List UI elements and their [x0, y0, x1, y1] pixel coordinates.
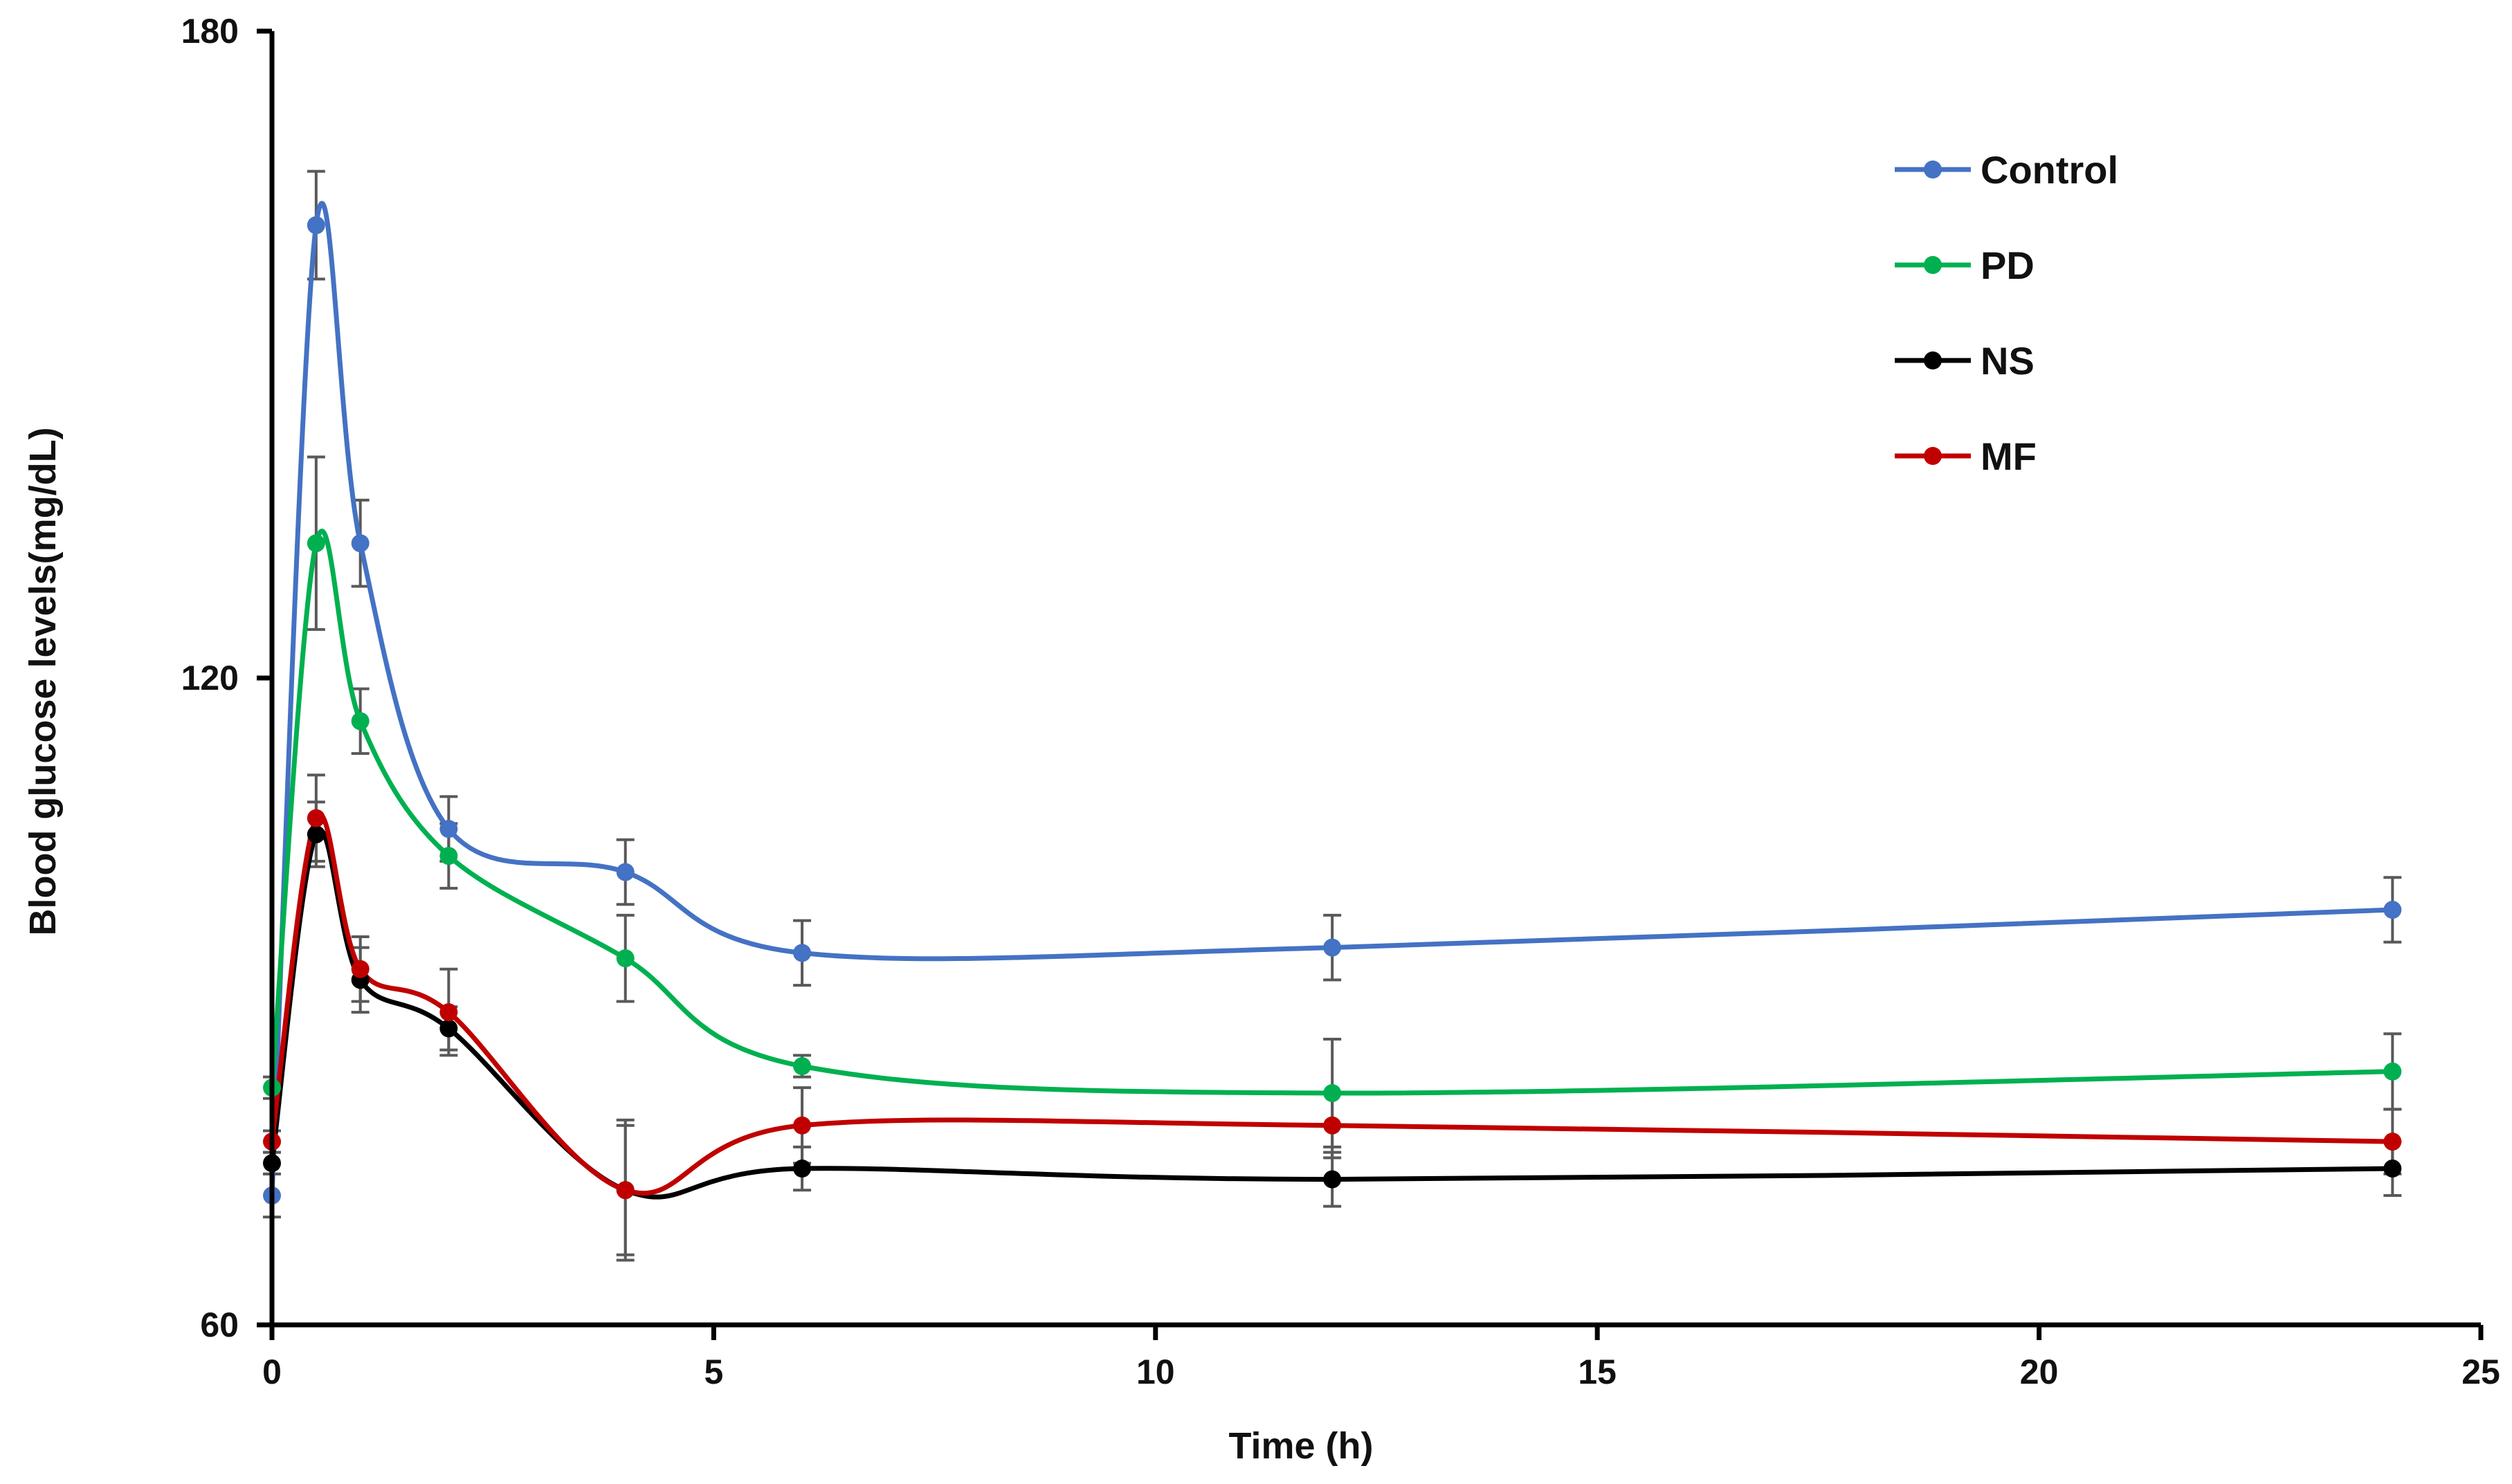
data-point-ns: [439, 1019, 458, 1038]
data-point-mf: [439, 1003, 458, 1022]
legend: Control PD NS MF: [1895, 148, 2118, 478]
series-line-mf: [269, 812, 2395, 1196]
legend-item-mf: MF: [1895, 434, 2037, 478]
data-point-mf: [307, 809, 325, 827]
legend-label: NS: [1981, 339, 2035, 383]
data-point-control: [1323, 938, 1342, 957]
data-point-mf: [616, 1181, 635, 1200]
series-line-control: [269, 201, 2395, 1198]
y-ticks: 60 120 180: [181, 12, 272, 1344]
data-point-ns: [793, 1160, 812, 1178]
x-ticks: 0 5 10 15 20 25: [262, 1325, 2500, 1391]
series-line-ns: [269, 827, 2395, 1200]
legend-swatch-marker: [1924, 256, 1942, 274]
y-tick-label: 120: [181, 659, 239, 697]
series-line-pd: [269, 529, 2395, 1096]
data-point-pd: [307, 534, 325, 553]
legend-item-ns: NS: [1895, 339, 2035, 383]
y-tick-label: 60: [200, 1306, 239, 1344]
y-axis-title: Blood glucose levels(mg/dL): [22, 427, 64, 935]
y-tick-label: 180: [181, 12, 239, 51]
data-point-pd: [793, 1057, 812, 1075]
data-point-control: [307, 216, 325, 235]
series-layer: [263, 170, 2402, 1262]
data-point-control: [793, 944, 812, 962]
data-point-mf: [2383, 1133, 2402, 1151]
data-point-pd: [616, 949, 635, 968]
x-tick-label: 20: [2020, 1353, 2059, 1391]
data-point-pd: [351, 712, 370, 731]
data-point-control: [439, 820, 458, 839]
data-point-control: [2383, 901, 2402, 919]
legend-swatch-marker: [1924, 351, 1942, 369]
data-point-pd: [1323, 1083, 1342, 1102]
x-tick-label: 15: [1578, 1353, 1617, 1391]
data-point-ns: [1323, 1170, 1342, 1189]
data-point-mf: [351, 960, 370, 978]
legend-swatch-marker: [1924, 447, 1942, 465]
series-points: [263, 216, 2402, 1204]
legend-swatch-marker: [1924, 161, 1942, 178]
legend-label: PD: [1981, 244, 2035, 287]
data-point-control: [616, 863, 635, 881]
legend-item-control: Control: [1895, 148, 2118, 192]
x-tick-label: 5: [704, 1353, 723, 1391]
x-tick-label: 10: [1136, 1353, 1175, 1391]
legend-label: MF: [1981, 434, 2037, 478]
x-axis-title: Time (h): [1228, 1425, 1373, 1467]
data-point-ns: [307, 825, 325, 843]
data-point-pd: [439, 847, 458, 865]
data-point-pd: [2383, 1062, 2402, 1081]
legend-item-pd: PD: [1895, 244, 2035, 287]
data-point-ns: [2383, 1160, 2402, 1178]
data-point-control: [351, 534, 370, 553]
legend-label: Control: [1981, 148, 2118, 192]
data-point-mf: [793, 1116, 812, 1135]
x-tick-label: 25: [2461, 1353, 2500, 1391]
data-point-mf: [1323, 1116, 1342, 1135]
x-tick-label: 0: [262, 1353, 282, 1391]
